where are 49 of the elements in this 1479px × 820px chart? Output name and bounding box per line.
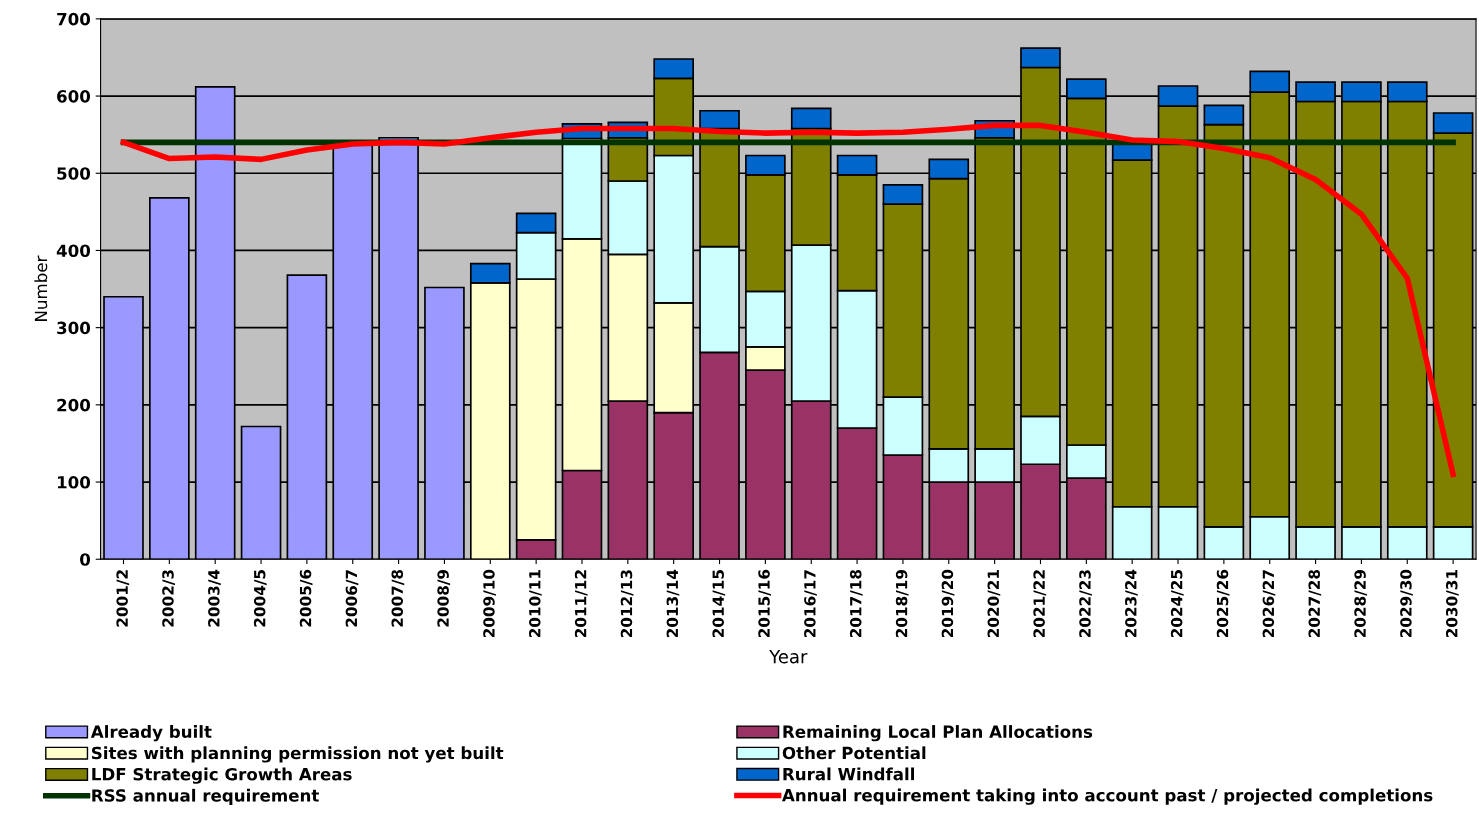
x-tick-label: 2008/9 <box>437 569 451 627</box>
x-tick-label: 2017/18 <box>849 569 863 638</box>
x-tick-label: 2003/4 <box>208 569 221 627</box>
y-tick-label: 200 <box>57 398 91 412</box>
x-tick-label: 2012/13 <box>620 570 634 638</box>
x-tick-label: 2026/27 <box>1262 570 1276 638</box>
x-tick-label: 2027/28 <box>1308 569 1322 638</box>
y-tick-label: 300 <box>57 321 91 335</box>
x-tick-label: 2016/17 <box>804 570 817 638</box>
x-tick-label: 2009/10 <box>483 569 496 638</box>
x-tick-label: 2015/16 <box>758 569 772 638</box>
x-tick-label: 2024/25 <box>1170 570 1184 638</box>
legend-label: Sites with planning permission not yet built <box>91 746 504 763</box>
y-tick-label: 700 <box>57 12 91 26</box>
x-tick-label: 2022/23 <box>1079 570 1092 638</box>
legend-label: Remaining Local Plan Allocations <box>783 725 1093 742</box>
y-tick-label: 600 <box>57 90 91 103</box>
x-tick-label: 2010/11 <box>529 570 542 638</box>
x-tick-label: 2007/8 <box>391 569 405 627</box>
x-tick-label: 2013/14 <box>666 569 680 638</box>
x-tick-label: 2002/3 <box>162 570 175 627</box>
legend-label: LDF Strategic Growth Areas <box>92 767 352 784</box>
y-tick-label: 500 <box>57 167 91 180</box>
legend-label: Annual requirement taking into account past / projected completions <box>782 788 1433 805</box>
x-tick-label: 2005/6 <box>299 569 313 627</box>
y-tick-label: 100 <box>57 476 91 489</box>
y-axis-title: Number <box>34 255 48 321</box>
x-tick-label: 2020/21 <box>987 570 1001 638</box>
x-tick-label: 2004/5 <box>253 570 267 627</box>
legend-label: Other Potential <box>782 746 926 760</box>
x-tick-label: 2021/22 <box>1033 570 1047 638</box>
x-tick-label: 2029/30 <box>1400 569 1413 638</box>
y-tick-label: 0 <box>80 553 91 566</box>
x-tick-label: 2011/12 <box>574 570 588 638</box>
x-tick-label: 2001/2 <box>116 570 130 627</box>
x-tick-label: 2019/20 <box>941 569 955 638</box>
legend-label: Already built <box>90 725 212 742</box>
x-tick-label: 2025/26 <box>1216 569 1230 638</box>
y-tick-label: 400 <box>56 244 91 258</box>
x-tick-label: 2006/7 <box>345 570 359 627</box>
x-tick-label: 2030/31 <box>1445 570 1459 638</box>
x-tick-label: 2018/19 <box>895 569 909 638</box>
x-tick-label: 2028/29 <box>1354 569 1368 638</box>
x-tick-label: 2014/15 <box>712 570 726 638</box>
legend-label: RSS annual requirement <box>92 788 319 805</box>
x-axis-title: Year <box>769 649 808 664</box>
x-tick-label: 2023/24 <box>1125 569 1138 638</box>
legend-label: Rural Windfall <box>783 767 915 781</box>
bar <box>699 109 740 130</box>
